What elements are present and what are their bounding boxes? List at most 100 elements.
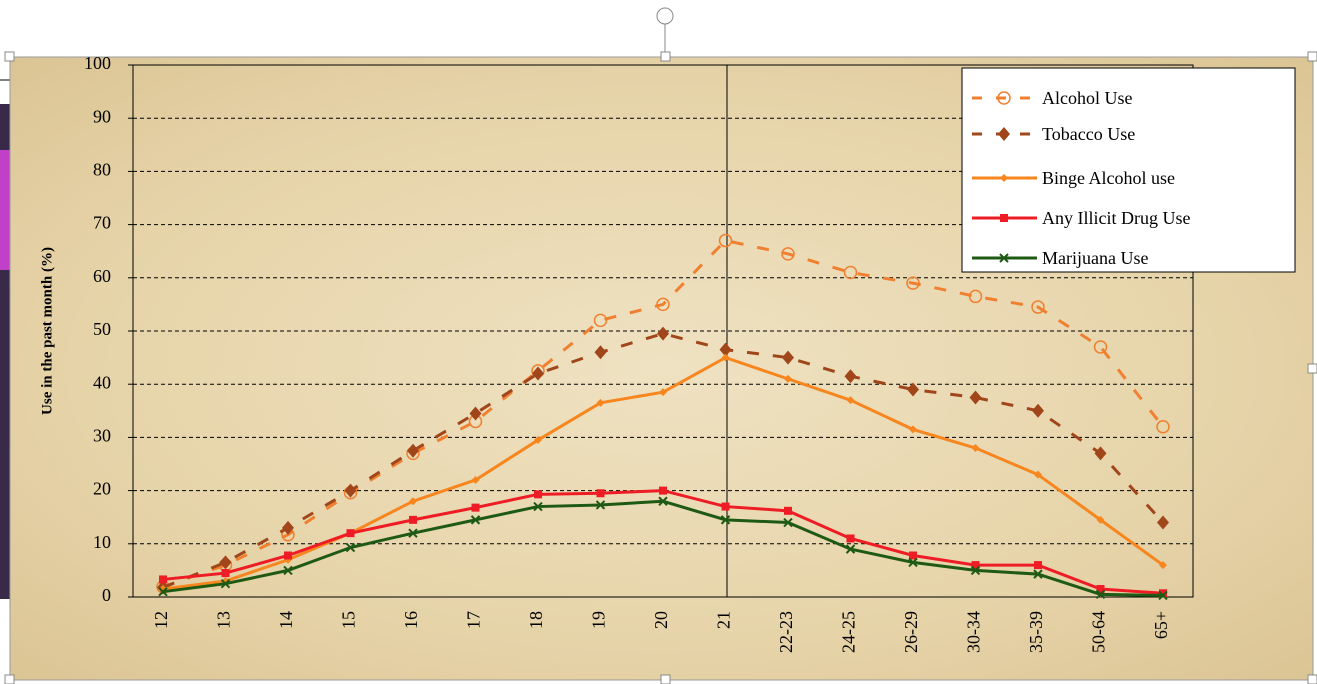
- marker: [534, 490, 542, 499]
- legend-label: Binge Alcohol use: [1042, 168, 1175, 188]
- marker: [345, 542, 356, 553]
- marker: [346, 529, 355, 538]
- handles: [4, 7, 1317, 684]
- y-tick-label: 90: [93, 106, 111, 126]
- marker: [596, 398, 605, 407]
- marker: [906, 276, 920, 290]
- marker: [1032, 403, 1044, 418]
- marker: [659, 486, 667, 495]
- marker: [1096, 585, 1105, 594]
- marker: [720, 515, 731, 525]
- marker: [1157, 515, 1169, 530]
- legend: Alcohol Use Tobacco Use Binge Alcohol use A…: [961, 67, 1296, 273]
- marker: [158, 586, 168, 597]
- y-tick-label: 10: [93, 532, 111, 552]
- y-tick-label: 60: [93, 266, 111, 286]
- x-tick-label: 20: [651, 611, 671, 629]
- x-tick-label: 26-29: [901, 611, 921, 653]
- x-tick-label: 12: [151, 611, 171, 629]
- marker: [970, 565, 981, 576]
- legend-label: Marijuana Use: [1042, 248, 1148, 268]
- legend-label: Tobacco Use: [1042, 124, 1135, 144]
- marker: [784, 506, 792, 515]
- y-tick-label: 80: [93, 160, 111, 180]
- x-tick-label: 24-25: [839, 611, 859, 653]
- marker: [344, 483, 357, 498]
- marker: [658, 496, 668, 506]
- marker: [471, 503, 480, 512]
- marker: [909, 551, 917, 560]
- y-tick-label: 100: [84, 53, 111, 73]
- y-tick-label: 30: [93, 426, 111, 446]
- marker: [1156, 420, 1170, 434]
- marker: [1158, 590, 1168, 601]
- marker: [1031, 300, 1045, 314]
- marker: [846, 396, 855, 405]
- marker: [409, 515, 417, 524]
- x-tick-label: 18: [526, 611, 546, 629]
- y-tick-label: 20: [93, 479, 111, 499]
- x-tick-label: 30-34: [964, 611, 984, 653]
- marker: [282, 520, 294, 535]
- marker: [159, 575, 167, 584]
- marker: [656, 297, 670, 312]
- marker: [998, 127, 1010, 141]
- marker: [1000, 214, 1008, 222]
- series-line: [162, 238, 1165, 589]
- marker: [721, 502, 730, 511]
- marker: [219, 555, 232, 570]
- marker: [593, 313, 608, 328]
- marker: [1159, 589, 1167, 598]
- marker: [999, 253, 1009, 263]
- marker: [909, 425, 917, 434]
- marker: [719, 342, 732, 357]
- marker: [1159, 561, 1167, 570]
- x-tick-label: 22-23: [776, 611, 796, 653]
- legend-label: Alcohol Use: [1042, 88, 1132, 108]
- marker: [844, 369, 857, 384]
- x-tick-label: 65+: [1151, 611, 1171, 639]
- y-axis-label: Use in the past month (%): [39, 247, 55, 415]
- marker: [907, 382, 919, 397]
- y-tick-label: 70: [93, 213, 111, 233]
- marker: [407, 443, 419, 458]
- x-tick-label: 16: [401, 611, 421, 629]
- x-tick-label: 50-64: [1089, 611, 1109, 653]
- marker: [721, 353, 730, 362]
- x-tick-label: 13: [214, 611, 234, 629]
- marker: [908, 557, 918, 568]
- marker: [409, 497, 417, 506]
- marker: [1034, 470, 1042, 479]
- marker: [1096, 515, 1105, 524]
- marker: [284, 551, 292, 560]
- y-tick-label: 40: [93, 372, 111, 392]
- x-tick-label: 14: [276, 611, 296, 629]
- marker: [843, 265, 858, 280]
- marker: [1033, 569, 1043, 579]
- marker: [968, 289, 983, 304]
- marker: [469, 406, 482, 421]
- marker: [1034, 561, 1042, 570]
- marker: [659, 388, 667, 397]
- y-tick-label: 50: [93, 319, 111, 339]
- marker: [408, 528, 418, 538]
- series-line: [162, 332, 1165, 589]
- side-image-highlight: [0, 150, 12, 270]
- marker: [595, 500, 606, 510]
- x-tick-label: 17: [464, 611, 484, 629]
- marker: [532, 366, 544, 381]
- x-tick-label: 21: [714, 611, 734, 629]
- marker: [781, 247, 795, 261]
- marker: [784, 374, 792, 383]
- marker: [969, 390, 982, 405]
- marker: [220, 578, 231, 589]
- marker: [1000, 174, 1008, 182]
- marker: [594, 345, 607, 360]
- x-tick-label: 19: [589, 611, 609, 629]
- marker: [782, 350, 794, 365]
- marker: [971, 444, 980, 453]
- marker: [783, 517, 793, 528]
- y-tick-label: 0: [102, 585, 111, 605]
- marker: [1093, 340, 1108, 354]
